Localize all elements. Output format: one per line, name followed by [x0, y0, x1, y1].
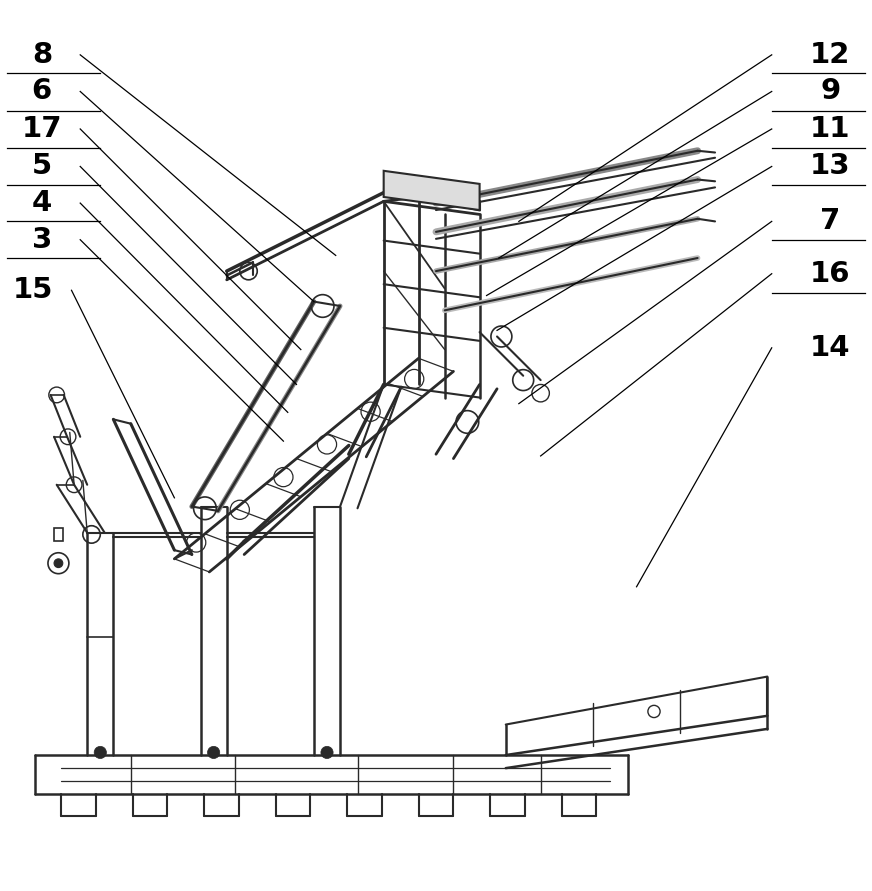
Text: 16: 16 [810, 259, 850, 288]
Text: 6: 6 [31, 78, 52, 105]
Circle shape [94, 747, 106, 758]
Circle shape [54, 559, 63, 568]
Text: 12: 12 [810, 41, 850, 69]
Text: 5: 5 [31, 152, 52, 181]
Text: 3: 3 [31, 225, 52, 254]
Circle shape [321, 747, 333, 758]
Text: 11: 11 [810, 115, 850, 143]
Polygon shape [384, 171, 480, 210]
Text: 14: 14 [810, 334, 850, 362]
Text: 8: 8 [31, 41, 52, 69]
Text: 7: 7 [820, 208, 841, 235]
Text: 9: 9 [820, 78, 841, 105]
Text: 13: 13 [810, 152, 850, 181]
Text: 17: 17 [22, 115, 62, 143]
Circle shape [208, 747, 220, 758]
Text: 15: 15 [13, 276, 53, 305]
Text: 4: 4 [31, 189, 52, 217]
